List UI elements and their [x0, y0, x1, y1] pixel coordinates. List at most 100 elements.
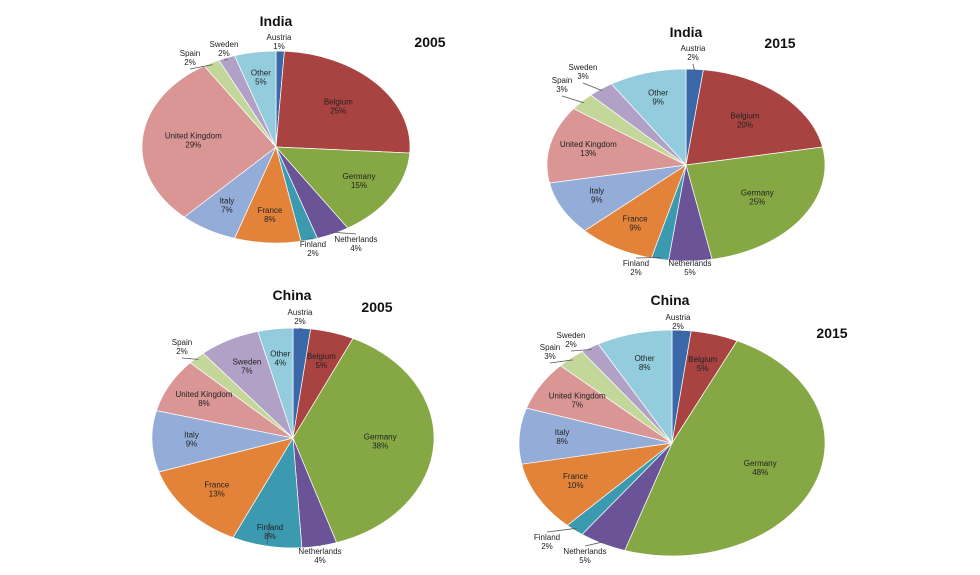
- leader-line-spain: [181, 357, 199, 360]
- chart-india-2015: India 2015 Austria2%Belgium20%Germany25%…: [546, 24, 826, 277]
- slice-name-finland: Finland: [300, 240, 326, 249]
- leader-line-finland: [266, 521, 271, 544]
- slice-value-austria: 2%: [687, 53, 699, 62]
- slice-name-sweden: Sweden: [569, 63, 598, 72]
- slice-name-netherlands: Netherlands: [334, 235, 377, 244]
- pie-slice-other: [257, 327, 294, 439]
- pie-slice-germany: [292, 338, 435, 544]
- leader-line-spain: [189, 64, 213, 70]
- leader-line-austria: [677, 332, 682, 334]
- slice-name-france: France: [257, 206, 282, 215]
- slice-name-united-kingdom: United Kingdom: [165, 131, 222, 140]
- slice-name-sweden: Sweden: [232, 357, 261, 366]
- pie-slice-belgium: [275, 50, 411, 154]
- slice-name-netherlands: Netherlands: [668, 259, 711, 268]
- slice-name-netherlands: Netherlands: [298, 547, 341, 556]
- slice-name-united-kingdom: United Kingdom: [560, 140, 617, 149]
- slice-value-other: 4%: [275, 358, 287, 367]
- slice-value-france: 13%: [209, 489, 225, 498]
- leader-line-netherlands: [584, 541, 604, 547]
- slice-name-belgium: Belgium: [731, 112, 760, 121]
- pie-slice-united-kingdom: [141, 65, 277, 218]
- slice-value-belgium: 20%: [737, 121, 753, 130]
- slice-name-germany: Germany: [744, 459, 777, 468]
- slice-name-belgium: Belgium: [324, 98, 353, 107]
- slice-value-sweden: 2%: [565, 340, 577, 349]
- slice-value-belgium: 5%: [316, 361, 328, 370]
- leader-line-finland: [635, 257, 661, 259]
- pie-slice-united-kingdom: [546, 108, 688, 184]
- slice-name-italy: Italy: [220, 197, 235, 206]
- slice-value-united-kingdom: 29%: [185, 140, 201, 149]
- slice-name-finland: Finland: [534, 533, 560, 542]
- slice-value-france: 9%: [629, 224, 641, 233]
- pie-slices-india-2015: Austria2%Belgium20%Germany25%Netherlands…: [546, 44, 826, 277]
- slice-value-spain: 3%: [556, 85, 568, 94]
- slice-name-belgium: Belgium: [307, 352, 336, 361]
- slice-name-spain: Spain: [540, 343, 560, 352]
- slice-name-finland: Finland: [623, 259, 649, 268]
- slice-value-united-kingdom: 8%: [198, 399, 210, 408]
- slice-value-spain: 2%: [176, 347, 188, 356]
- slice-name-austria: Austria: [267, 33, 292, 42]
- chart-subtitle-china-2015: 2015: [816, 325, 847, 341]
- slice-name-sweden: Sweden: [557, 331, 586, 340]
- slice-value-france: 10%: [567, 481, 583, 490]
- slice-name-france: France: [204, 480, 229, 489]
- chart-china-2005: China 2005 Austria2%Belgium5%Germany38%N…: [151, 287, 435, 565]
- slice-name-belgium: Belgium: [688, 355, 717, 364]
- chart-title-india-2015: India: [670, 24, 703, 40]
- slice-value-belgium: 25%: [330, 107, 346, 116]
- slice-name-other: Other: [270, 349, 290, 358]
- slice-value-netherlands: 4%: [350, 244, 362, 253]
- leader-line-austria: [299, 327, 303, 331]
- slice-name-united-kingdom: United Kingdom: [549, 392, 606, 401]
- pie-slice-france: [521, 442, 674, 526]
- leader-line-netherlands: [318, 543, 321, 547]
- slice-value-sweden: 7%: [241, 366, 253, 375]
- slice-value-spain: 3%: [544, 352, 556, 361]
- slice-name-germany: Germany: [741, 189, 774, 198]
- slice-name-united-kingdom: United Kingdom: [176, 390, 233, 399]
- slice-name-italy: Italy: [184, 431, 199, 440]
- slice-value-austria: 2%: [294, 317, 306, 326]
- slice-value-austria: 2%: [672, 322, 684, 331]
- pie-slice-other: [234, 50, 277, 148]
- leader-line-finland: [308, 237, 314, 240]
- slice-name-italy: Italy: [555, 428, 570, 437]
- slice-name-other: Other: [648, 89, 668, 98]
- slice-value-sweden: 2%: [218, 49, 230, 58]
- slice-value-sweden: 3%: [577, 72, 589, 81]
- leader-line-finland: [546, 527, 577, 533]
- slice-value-italy: 7%: [221, 206, 233, 215]
- slice-value-italy: 9%: [186, 440, 198, 449]
- pie-slice-germany: [685, 146, 826, 260]
- slice-name-sweden: Sweden: [210, 40, 239, 49]
- slice-name-spain: Spain: [180, 49, 200, 58]
- slice-value-belgium: 5%: [697, 364, 709, 373]
- leader-line-sweden: [570, 349, 592, 352]
- slice-name-other: Other: [251, 69, 271, 78]
- pie-slice-other: [597, 329, 673, 445]
- slice-name-finland: Finland: [257, 523, 283, 532]
- slice-name-austria: Austria: [288, 308, 313, 317]
- slice-name-italy: Italy: [589, 186, 604, 195]
- leader-line-netherlands: [331, 231, 357, 235]
- slice-name-other: Other: [635, 354, 655, 363]
- slice-name-france: France: [623, 215, 648, 224]
- pie-slice-germany: [624, 340, 826, 557]
- pie-slice-italy: [151, 410, 294, 473]
- slice-value-germany: 38%: [372, 441, 388, 450]
- slice-value-other: 9%: [652, 98, 664, 107]
- slice-value-other: 5%: [255, 78, 267, 87]
- slice-value-spain: 2%: [184, 58, 196, 67]
- slice-value-netherlands: 5%: [579, 556, 591, 565]
- pie-slice-other: [610, 68, 687, 166]
- slice-name-france: France: [563, 472, 588, 481]
- slice-name-germany: Germany: [343, 172, 376, 181]
- pie-slices-china-2015: Austria2%Belgium5%Germany48%Netherlands5…: [518, 313, 826, 565]
- slice-value-finland: 8%: [264, 532, 276, 541]
- slice-value-finland: 2%: [541, 542, 553, 551]
- slice-value-germany: 15%: [351, 181, 367, 190]
